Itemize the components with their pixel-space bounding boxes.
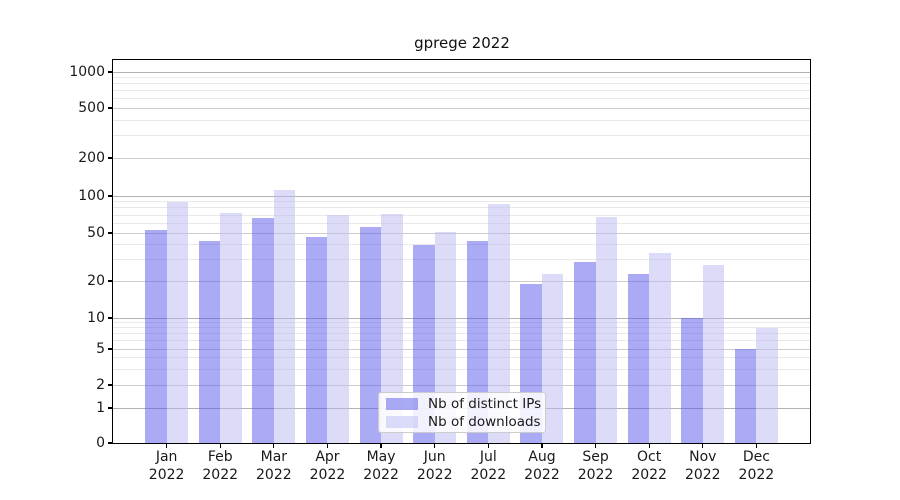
bar-distinct-ips-nov: [681, 318, 703, 443]
x-tick-label-feb: Feb 2022: [202, 449, 239, 483]
y-tick-label-2: 2: [96, 377, 105, 393]
y-tick-label-1000: 1000: [69, 64, 105, 80]
gridline-minor-80: [113, 207, 810, 209]
y-tick-label-50: 50: [87, 225, 105, 241]
gridline-mid-500: [113, 107, 810, 109]
gridline-major-1000: [113, 71, 810, 73]
legend-swatch-downloads: [386, 415, 418, 428]
legend-item-distinct-ips: Nb of distinct IPs: [386, 395, 542, 412]
legend-label-distinct-ips: Nb of distinct IPs: [428, 395, 542, 412]
bar-downloads-mar: [273, 189, 296, 443]
x-tick-label-may: May 2022: [363, 449, 399, 483]
y-tick-label-5: 5: [96, 341, 105, 357]
bar-downloads-oct: [649, 253, 671, 443]
legend-label-downloads: Nb of downloads: [428, 413, 541, 430]
y-tickmark-1: [108, 407, 113, 409]
bar-distinct-ips-feb: [198, 240, 221, 443]
y-tickmark-500: [108, 107, 113, 109]
gridline-minor-90: [113, 201, 810, 203]
bar-downloads-may: [381, 213, 403, 443]
y-tickmark-200: [108, 157, 113, 159]
gridline-minor-300: [113, 135, 810, 137]
bar-downloads-dec: [756, 327, 778, 443]
bar-distinct-ips-apr: [305, 237, 328, 443]
gridline-minor-60: [113, 222, 810, 224]
x-tickmark-mar: [273, 443, 275, 448]
bar-downloads-apr: [327, 215, 349, 443]
x-tickmark-may: [380, 443, 382, 448]
x-tickmark-feb: [219, 443, 221, 448]
chart-title: gprege 2022: [414, 34, 510, 52]
x-tickmark-jan: [166, 443, 168, 448]
legend-item-downloads: Nb of downloads: [386, 413, 541, 430]
x-tickmark-jun: [434, 443, 436, 448]
y-tickmark-1000: [108, 71, 113, 73]
gridline-mid-50: [113, 232, 810, 234]
x-tick-label-nov: Nov 2022: [684, 449, 721, 483]
x-tickmark-apr: [326, 443, 329, 448]
bar-downloads-feb: [220, 212, 242, 443]
bar-downloads-sep: [595, 216, 618, 443]
x-tick-label-jan: Jan 2022: [148, 449, 185, 483]
x-tickmark-aug: [541, 443, 543, 448]
x-tick-label-sep: Sep 2022: [577, 449, 614, 483]
bar-distinct-ips-oct: [627, 273, 650, 443]
bar-downloads-jul: [488, 204, 510, 443]
x-tick-label-mar: Mar 2022: [256, 449, 292, 483]
bar-distinct-ips-may: [359, 226, 382, 443]
y-tick-label-100: 100: [78, 188, 105, 204]
gridline-major-100: [113, 195, 810, 197]
y-tickmark-2: [108, 384, 113, 386]
legend-swatch-distinct-ips: [386, 397, 418, 410]
y-tickmark-100: [108, 195, 113, 197]
bar-downloads-jan: [166, 201, 189, 443]
gridline-minor-400: [113, 119, 810, 121]
y-tickmark-10: [108, 317, 113, 319]
x-tick-label-jun: Jun 2022: [416, 449, 453, 483]
x-tickmark-nov: [702, 443, 704, 448]
bar-distinct-ips-sep: [574, 261, 596, 443]
y-tickmark-20: [108, 280, 113, 282]
bar-downloads-jun: [434, 231, 457, 443]
x-tick-label-aug: Aug 2022: [524, 449, 560, 483]
y-tick-label-20: 20: [87, 273, 105, 289]
x-tickmark-dec: [755, 443, 757, 448]
y-tick-label-0: 0: [96, 435, 105, 451]
gridline-minor-70: [113, 214, 810, 216]
gridline-minor-600: [113, 98, 810, 100]
y-tickmark-0: [108, 442, 113, 444]
gridline-mid-200: [113, 157, 810, 159]
gridline-minor-900: [113, 76, 810, 78]
legend: Nb of distinct IPs Nb of downloads: [378, 392, 546, 433]
bar-distinct-ips-mar: [252, 218, 274, 443]
x-tickmark-sep: [594, 443, 597, 448]
x-tick-label-dec: Dec 2022: [738, 449, 775, 483]
gridline-minor-800: [113, 83, 810, 85]
x-tick-label-oct: Oct 2022: [631, 449, 667, 483]
y-tick-label-10: 10: [87, 310, 105, 326]
y-tickmark-50: [108, 232, 113, 234]
y-tick-label-1: 1: [96, 400, 105, 416]
x-tickmark-oct: [648, 443, 650, 448]
x-tick-label-jul: Jul 2022: [470, 449, 507, 483]
bar-distinct-ips-dec: [734, 349, 757, 443]
bar-downloads-nov: [702, 265, 725, 443]
gridline-minor-700: [113, 90, 810, 92]
bar-downloads-aug: [541, 273, 564, 443]
bar-distinct-ips-jan: [145, 229, 167, 443]
y-tick-label-500: 500: [78, 100, 105, 116]
x-tickmark-jul: [487, 443, 489, 448]
x-tick-label-apr: Apr 2022: [309, 449, 346, 483]
y-tick-label-200: 200: [78, 150, 105, 166]
y-tickmark-5: [108, 348, 113, 350]
